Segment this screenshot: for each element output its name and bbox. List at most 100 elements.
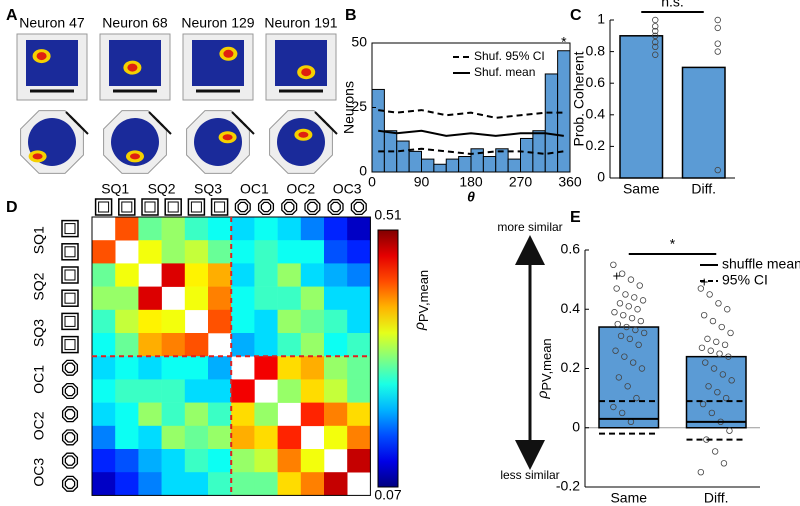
icon [64, 223, 76, 235]
data-point [699, 400, 707, 408]
data-point [724, 306, 731, 313]
heatmap-cell [254, 425, 278, 450]
heatmap-cell [231, 333, 255, 357]
annotation: * [561, 33, 567, 49]
legend-label: Shuf. 95% CI [474, 49, 545, 63]
heatmap-cell [231, 240, 255, 264]
panel-label: D [6, 199, 18, 216]
data-point [704, 335, 711, 343]
heatmap-cell [115, 449, 139, 473]
heatmap-cell [161, 217, 186, 241]
field [127, 63, 138, 72]
data-point [610, 403, 617, 411]
heatmap-cell [208, 402, 232, 427]
data-point [652, 32, 659, 39]
icon [61, 429, 79, 446]
icon [330, 201, 341, 213]
data-point [715, 300, 722, 307]
heatmap-cell [300, 402, 325, 427]
data-point [722, 394, 730, 402]
label-symbol: ρ [534, 391, 550, 400]
icon [64, 455, 76, 466]
data-point [617, 332, 625, 340]
heatmap-cell [92, 449, 116, 473]
icon [61, 382, 79, 400]
heatmap-cell [161, 402, 186, 427]
shuffle-line [378, 147, 564, 155]
data-point [629, 359, 637, 366]
heatmap-cell [231, 402, 255, 427]
heatmap-cell [254, 333, 278, 357]
heatmap-cell [138, 449, 162, 473]
y-tick-label: 0 [572, 418, 580, 434]
heatmap-cell [254, 263, 278, 287]
data-point [652, 16, 659, 24]
heatmap-cell [92, 379, 116, 403]
heatmap-cell [208, 286, 232, 311]
neuron-label: Neuron 129 [181, 15, 254, 31]
row-group-label: OC1 [31, 365, 47, 394]
heatmap-cell [254, 240, 278, 264]
heatmap-cell [138, 472, 162, 496]
heatmap-cell [184, 425, 209, 450]
heatmap-cell [115, 217, 139, 241]
y-tick-label: 50 [351, 34, 367, 50]
heatmap-cell [277, 333, 302, 357]
heatmap-cell [300, 333, 325, 357]
heatmap-cell [347, 240, 371, 264]
data-point [627, 276, 635, 283]
heatmap-cell [138, 379, 162, 403]
data-point [714, 40, 721, 47]
heatmap-cell [115, 356, 139, 380]
row-group-label: OC2 [31, 411, 47, 440]
bar [507, 158, 521, 173]
heatmap-cell [208, 379, 232, 403]
heatmap-cell [161, 379, 186, 403]
icon [61, 475, 79, 492]
column-group-label: SQ1 [101, 181, 129, 197]
legend-label: shuffle mean [722, 256, 800, 272]
heatmap-cell [115, 333, 139, 357]
x-tick-label: 180 [459, 174, 483, 190]
field [298, 131, 309, 138]
colorbar-label: 0.07 [374, 487, 401, 503]
field [32, 153, 43, 160]
data-point [708, 409, 716, 417]
heatmap-cell [254, 356, 278, 380]
row-group-label: SQ2 [31, 272, 47, 300]
data-point [652, 51, 659, 58]
bar [408, 150, 422, 173]
data-point [652, 23, 659, 30]
data-point [633, 394, 640, 402]
heatmap-cell [184, 379, 209, 403]
heatmap-cell [161, 309, 186, 334]
bar [685, 355, 747, 429]
data-point [618, 409, 626, 417]
panel-label: B [345, 7, 357, 24]
heatmap-cell [138, 309, 162, 334]
annotation: less similar [500, 468, 559, 482]
icon [64, 362, 76, 374]
y-tick-label: 0.2 [561, 359, 581, 375]
data-point [714, 48, 721, 55]
icon [64, 292, 76, 304]
data-point [637, 317, 645, 325]
data-point [700, 311, 708, 319]
heatmap-cell [300, 449, 325, 473]
rate-map [192, 40, 244, 86]
heatmap-cell [324, 472, 348, 496]
heatmap-cell [231, 286, 255, 311]
heatmap-cell [300, 309, 325, 334]
icon [64, 269, 76, 281]
heatmap-cell [324, 263, 348, 287]
axis-label: Prob. Coherent [571, 51, 587, 146]
column-group-label: OC2 [286, 181, 315, 197]
data-point [652, 27, 659, 35]
data-point [713, 338, 720, 346]
bar [681, 66, 726, 179]
x-tick-label: Diff. [704, 490, 729, 506]
icon [350, 198, 367, 216]
data-point [631, 294, 638, 301]
data-point [620, 311, 627, 319]
shuffle-line [378, 129, 564, 137]
